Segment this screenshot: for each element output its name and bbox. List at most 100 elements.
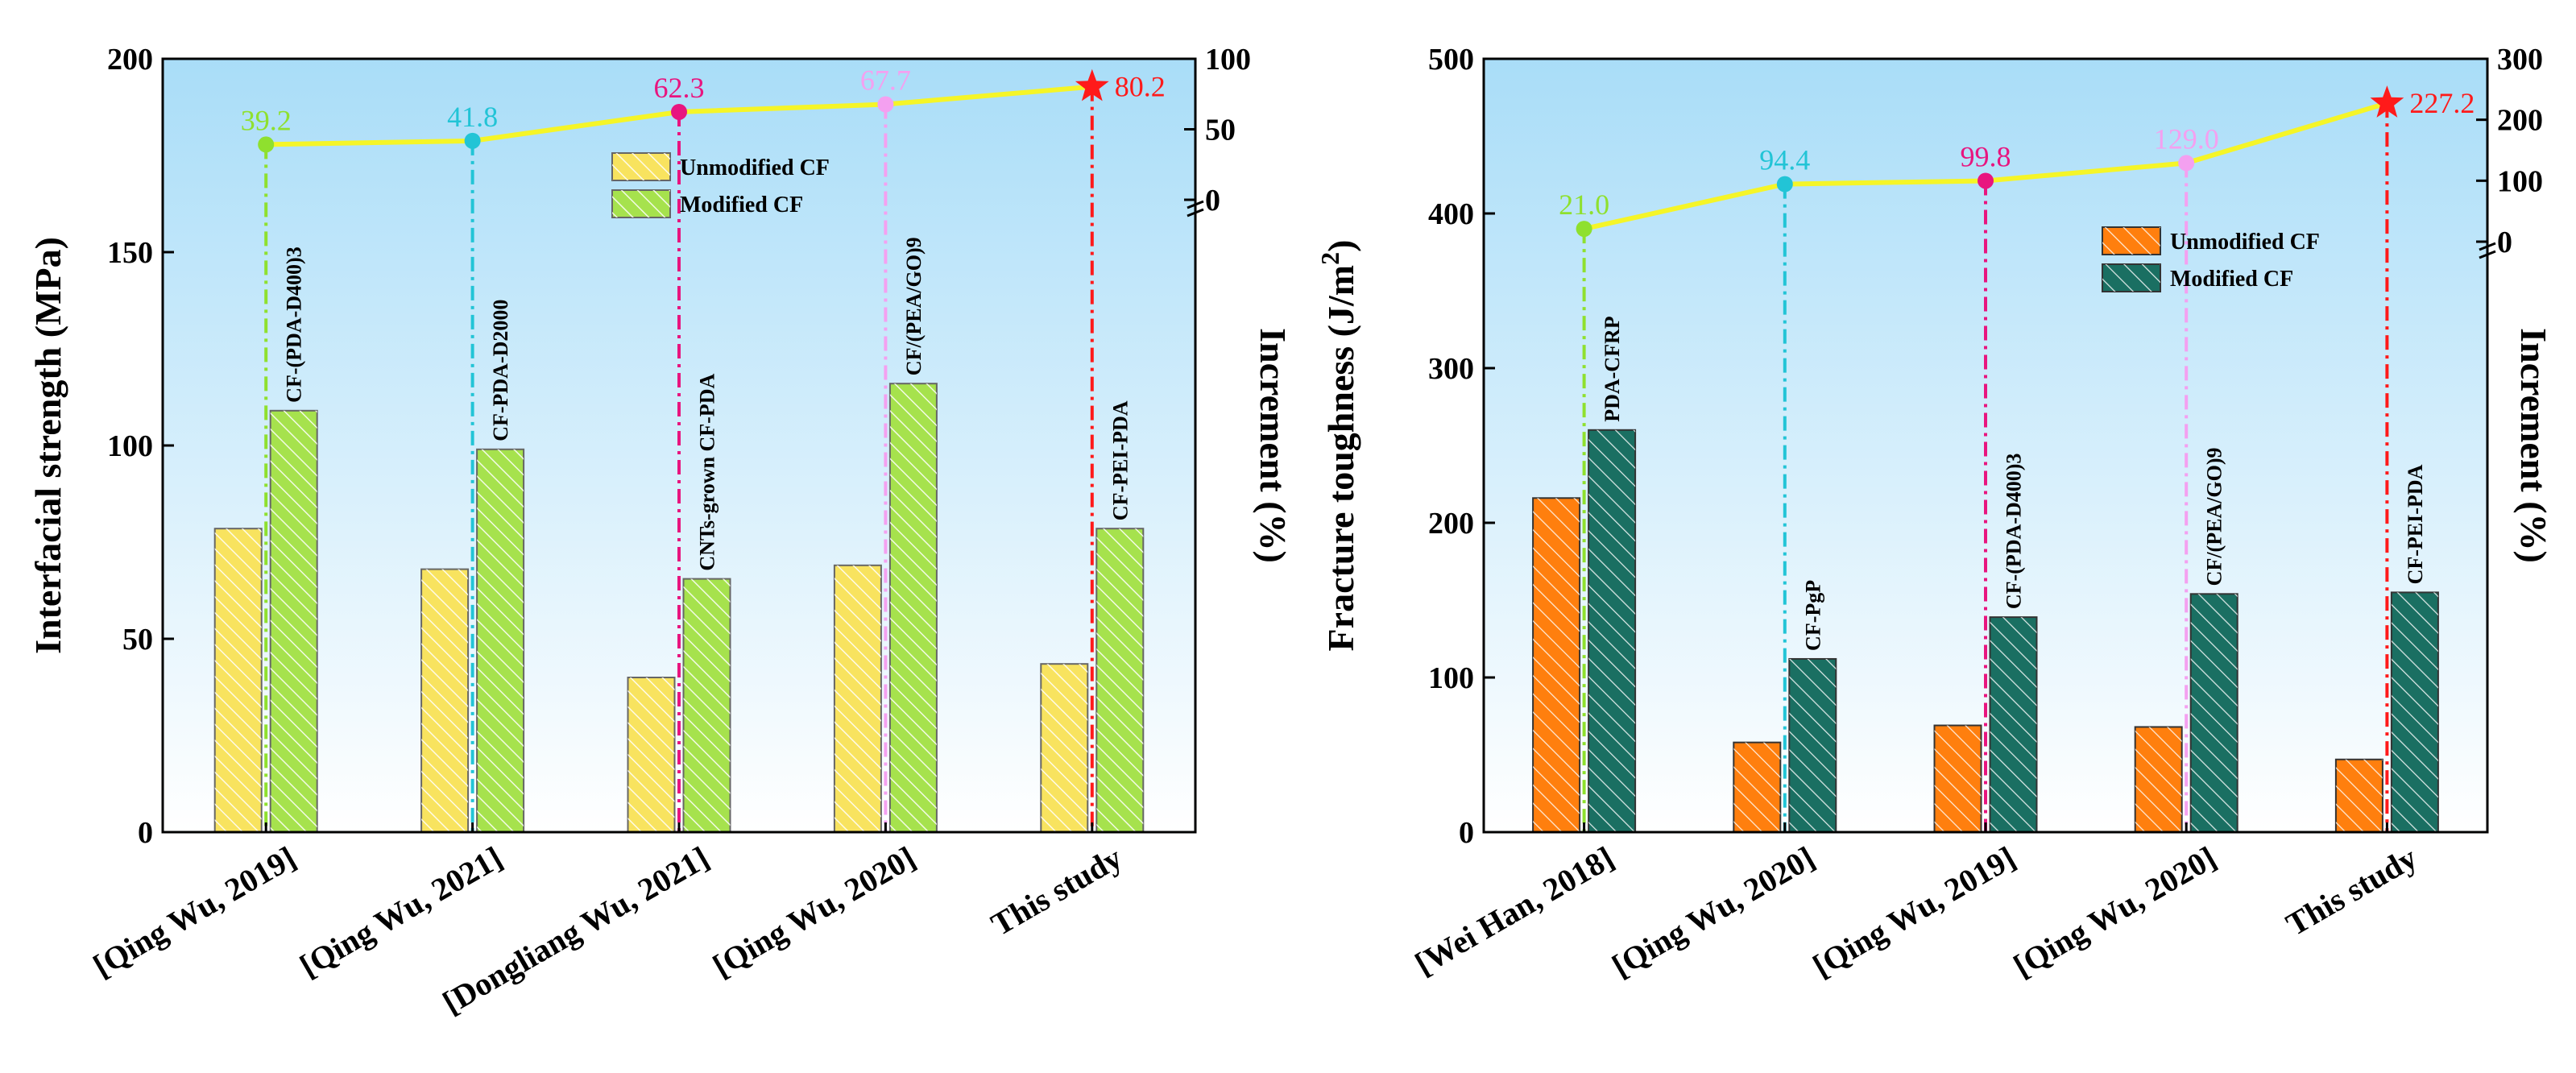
bar-hatch: [2135, 727, 2182, 832]
increment-label-1: 39.2: [241, 104, 292, 136]
legend-swatch-hatch: [612, 153, 670, 180]
increment-marker-3: [671, 103, 687, 120]
increment-label-4: 67.7: [860, 64, 911, 97]
x-category-label-1: [Qing Wu, 2019]: [87, 839, 302, 984]
bar-hatch: [889, 383, 937, 832]
modified-bar-3: [682, 578, 731, 833]
y2-axis-title: Increment (%): [2513, 328, 2554, 563]
bar-hatch: [2391, 592, 2438, 832]
increment-marker-3: [1978, 172, 1994, 189]
modified-bar-5: [2390, 591, 2439, 834]
bar-annotation-2: CF-PDA-D2000: [489, 300, 512, 441]
y-tick-label: 0: [138, 816, 153, 850]
legend-label-2: Modified CF: [2170, 267, 2293, 292]
bar-hatch: [834, 565, 881, 832]
y-tick-label: 100: [1428, 661, 1474, 695]
legend-swatch-hatch: [612, 190, 670, 218]
unmodified-bar-3: [627, 677, 676, 833]
bar-hatch: [1990, 617, 2037, 832]
legend: Unmodified CF Modified CF: [611, 152, 830, 218]
y2-axis-title: Increment (%): [1253, 328, 1294, 563]
x-category-label-4: [Qing Wu, 2020]: [2007, 839, 2222, 984]
y-tick-label: 100: [107, 429, 153, 463]
bar-hatch: [1041, 664, 1088, 832]
increment-star-marker: [2370, 85, 2404, 118]
legend-swatch-hatch: [2102, 264, 2160, 292]
y2-tick-label: 100: [2497, 164, 2543, 198]
axis-break-mark: [1187, 200, 1204, 209]
increment-label-2: 94.4: [1759, 144, 1810, 176]
bar-hatch: [477, 449, 524, 832]
bar-annotation-3: CF-(PDA-D400)3: [2002, 454, 2026, 610]
bar-hatch: [270, 410, 317, 832]
axis-break-mark: [2479, 250, 2496, 259]
modified-bar-2: [1788, 657, 1837, 834]
increment-label-4: 129.0: [2154, 122, 2219, 155]
y-tick-label: 400: [1428, 197, 1474, 231]
x-category-label-4: [Qing Wu, 2020]: [706, 839, 921, 984]
y2-tick-label: 50: [1205, 114, 1236, 147]
y-tick-label: 200: [1428, 507, 1474, 541]
bar-hatch: [1533, 498, 1580, 832]
unmodified-bar-5: [1040, 663, 1089, 834]
bar-hatch: [683, 578, 731, 832]
increment-label-1: 21.0: [1559, 188, 1609, 221]
bar-annotation-1: PDA-CFRP: [1601, 316, 1624, 422]
y2-tick-label: 300: [2497, 43, 2543, 77]
bar-annotation-1: CF-(PDA-D400)3: [283, 246, 306, 403]
unmodified-bar-2: [420, 568, 470, 833]
increment-label-5: 80.2: [1115, 71, 1166, 103]
y2-tick-label: 0: [1205, 184, 1220, 218]
y-axis-title: Interfacial strength (MPa): [27, 237, 68, 654]
increment-label-5: 227.2: [2409, 87, 2475, 119]
unmodified-bar-5: [2334, 758, 2383, 834]
y-axis-title-superscript: 2: [1315, 252, 1344, 265]
increment-marker-2: [1776, 176, 1793, 193]
bar-annotation-2: CF-PgP: [1801, 580, 1824, 651]
fracture-toughness-chart: PDA-CFRP CF-PgP CF-(PDA-D400)3 CF/(PEA/GO)9…: [1315, 43, 2554, 984]
y-tick-label: 200: [107, 43, 153, 77]
modified-bar-4: [888, 383, 938, 833]
increment-star-marker: [1075, 68, 1109, 102]
unmodified-bar-2: [1733, 741, 1782, 834]
legend-swatch-hatch: [2102, 227, 2160, 255]
bar-hatch: [1934, 725, 1982, 832]
bar-annotation-4: CF/(PEA/GO)9: [2203, 447, 2226, 586]
bar-annotation-5: CF-PEI-PDA: [2404, 464, 2427, 584]
y-axis-title-main: Fracture toughness (J/m: [1320, 265, 1361, 652]
y-tick-label: 150: [107, 236, 153, 270]
y-tick-label: 300: [1428, 352, 1474, 386]
bar-hatch: [1789, 658, 1837, 832]
increment-marker-1: [1576, 221, 1592, 238]
modified-bar-1: [1588, 429, 1637, 833]
modified-bar-1: [269, 409, 318, 833]
bar-hatch: [2335, 759, 2383, 832]
unmodified-bar-4: [833, 564, 882, 833]
y-axis-title-end: ): [1320, 240, 1361, 252]
y-tick-label: 500: [1428, 43, 1474, 77]
increment-marker-4: [877, 96, 894, 113]
bar-hatch: [1096, 528, 1144, 832]
bar-annotation-3: CNTs-grown CF-PDA: [696, 374, 719, 571]
increment-label-2: 41.8: [447, 101, 498, 133]
unmodified-bar-1: [213, 528, 263, 833]
axis-break-mark: [1187, 208, 1204, 218]
unmodified-bar-1: [1532, 497, 1581, 834]
bar-hatch: [627, 677, 675, 832]
x-category-label-2: [Qing Wu, 2021]: [293, 839, 508, 984]
increment-marker-4: [2178, 155, 2195, 172]
x-category-label-5: This study: [2280, 839, 2423, 942]
increment-label-3: 99.8: [1961, 140, 2011, 172]
bar-hatch: [1588, 429, 1636, 832]
modified-bar-4: [2189, 593, 2238, 833]
increment-marker-2: [464, 132, 481, 149]
bar-annotation-5: CF-PEI-PDA: [1108, 400, 1132, 520]
legend-label-2: Modified CF: [680, 193, 803, 218]
increment-marker-1: [258, 136, 275, 153]
interfacial-strength-chart: CF-(PDA-D400)3 CF-PDA-D2000 CNTs-grown CF-…: [27, 43, 1294, 1021]
y2-tick-label: 200: [2497, 104, 2543, 138]
increment-label-3: 62.3: [654, 72, 705, 104]
bar-hatch: [214, 528, 262, 832]
x-category-label-1: [Wei Han, 2018]: [1409, 839, 1620, 982]
